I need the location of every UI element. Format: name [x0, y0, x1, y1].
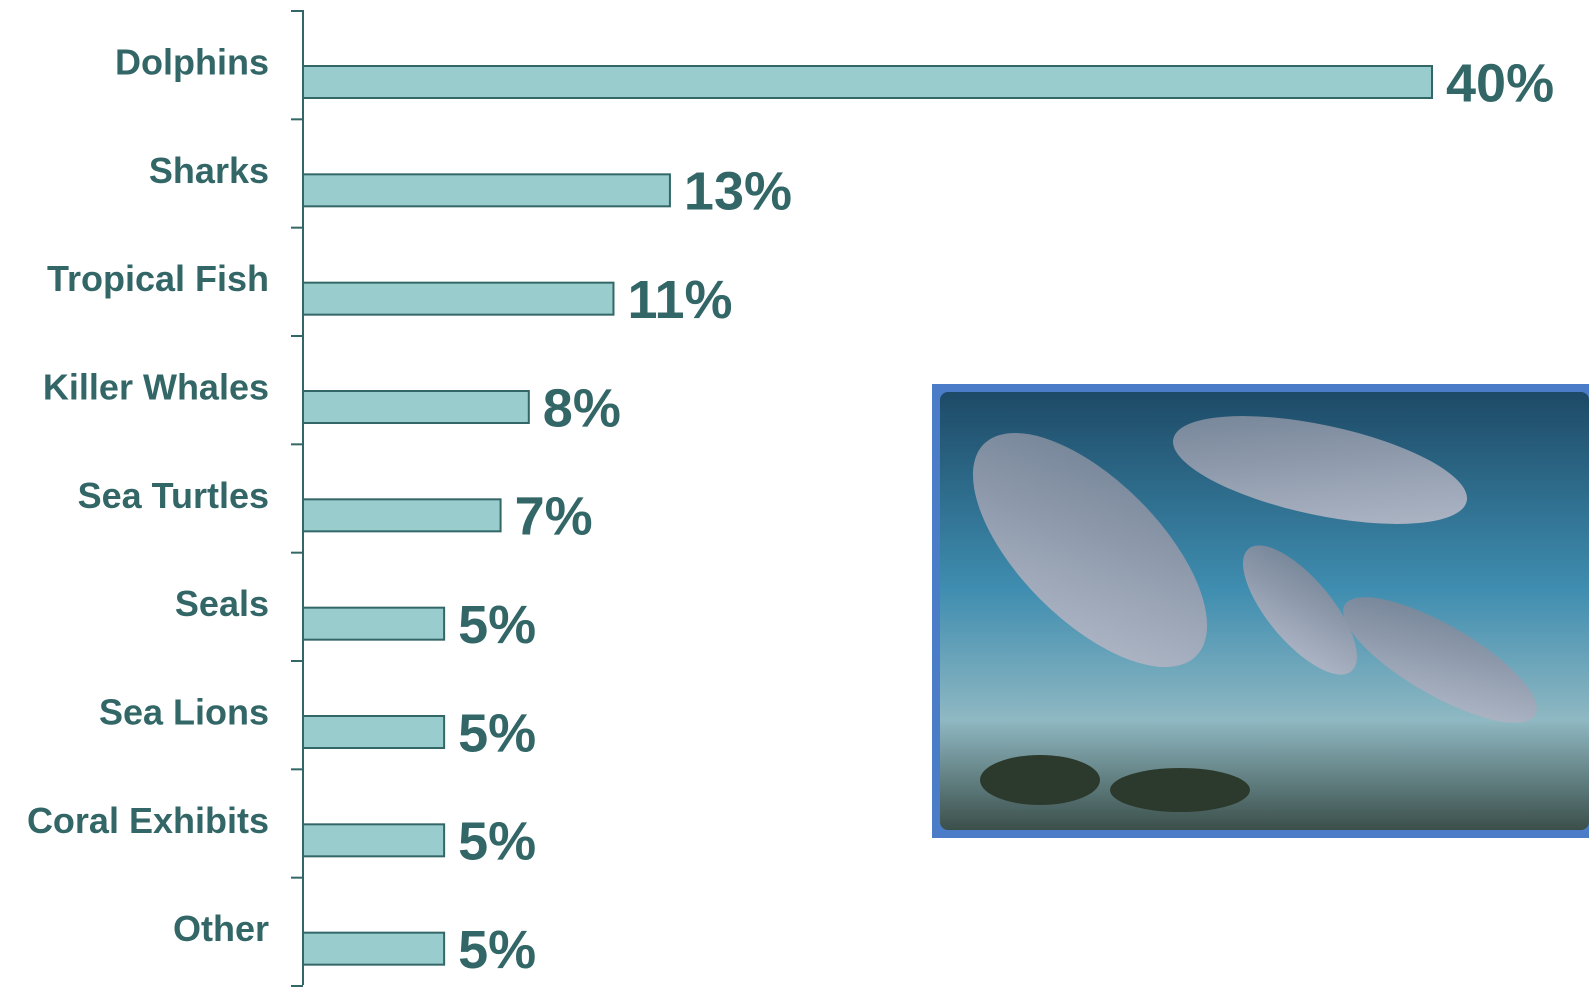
category-label: Killer Whales — [43, 367, 269, 408]
value-label: 5% — [458, 812, 536, 872]
value-label: 13% — [684, 162, 792, 222]
photo-rock — [980, 755, 1100, 805]
bar — [303, 174, 670, 206]
bar — [303, 66, 1432, 98]
value-label: 7% — [515, 487, 593, 547]
category-label: Seals — [175, 583, 269, 624]
category-label: Sea Turtles — [78, 475, 269, 516]
value-label: 5% — [458, 595, 536, 655]
bar — [303, 824, 444, 856]
bar — [303, 933, 444, 965]
bar — [303, 716, 444, 748]
category-label: Dolphins — [115, 42, 269, 83]
value-label: 11% — [627, 270, 732, 330]
category-label: Tropical Fish — [47, 258, 269, 299]
chart: Dolphins 40% Sharks 13% Tropical Fish 11% Kill… — [0, 0, 1589, 998]
value-label: 8% — [543, 378, 621, 438]
value-label: 5% — [458, 703, 536, 763]
value-label: 5% — [458, 920, 536, 980]
category-label: Other — [173, 908, 269, 949]
photo — [932, 384, 1589, 838]
photo-rock — [1110, 768, 1250, 812]
bar — [303, 391, 529, 423]
bar — [303, 283, 613, 315]
bar — [303, 608, 444, 640]
category-label: Sea Lions — [99, 692, 269, 733]
bar — [303, 499, 501, 531]
category-label: Sharks — [149, 150, 269, 191]
category-label: Coral Exhibits — [27, 800, 269, 841]
value-label: 40% — [1446, 53, 1554, 113]
